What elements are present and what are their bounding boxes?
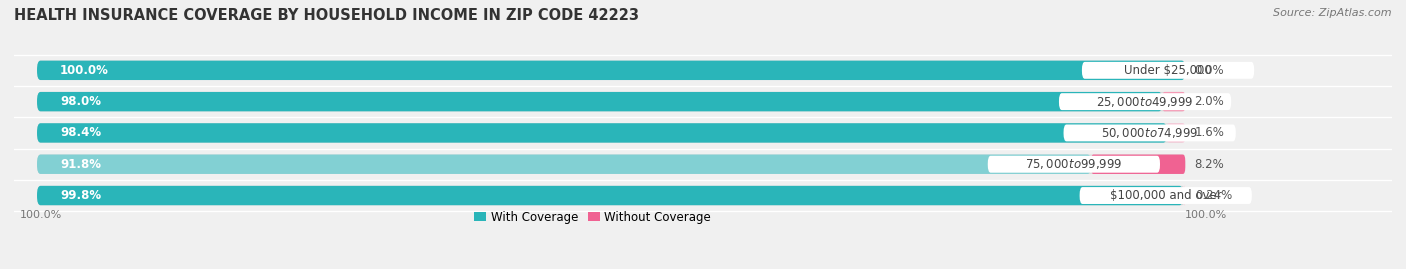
- FancyBboxPatch shape: [988, 156, 1160, 173]
- FancyBboxPatch shape: [1059, 93, 1232, 110]
- FancyBboxPatch shape: [1182, 186, 1185, 205]
- FancyBboxPatch shape: [37, 123, 1185, 143]
- FancyBboxPatch shape: [1091, 154, 1185, 174]
- Text: 91.8%: 91.8%: [60, 158, 101, 171]
- FancyBboxPatch shape: [1063, 125, 1236, 141]
- FancyBboxPatch shape: [37, 92, 1185, 111]
- FancyBboxPatch shape: [37, 186, 1185, 205]
- Text: 8.2%: 8.2%: [1195, 158, 1225, 171]
- Text: 1.6%: 1.6%: [1195, 126, 1225, 139]
- FancyBboxPatch shape: [37, 154, 1091, 174]
- Text: 2.0%: 2.0%: [1195, 95, 1225, 108]
- Text: 0.0%: 0.0%: [1195, 64, 1225, 77]
- Text: 98.0%: 98.0%: [60, 95, 101, 108]
- Legend: With Coverage, Without Coverage: With Coverage, Without Coverage: [470, 206, 716, 228]
- FancyBboxPatch shape: [37, 61, 1185, 80]
- Text: Source: ZipAtlas.com: Source: ZipAtlas.com: [1274, 8, 1392, 18]
- Text: 100.0%: 100.0%: [60, 64, 108, 77]
- FancyBboxPatch shape: [37, 186, 1182, 205]
- FancyBboxPatch shape: [37, 154, 1185, 174]
- FancyBboxPatch shape: [37, 61, 1185, 80]
- Text: 100.0%: 100.0%: [20, 210, 62, 220]
- Text: Under $25,000: Under $25,000: [1125, 64, 1212, 77]
- FancyBboxPatch shape: [1163, 92, 1185, 111]
- Text: 0.24%: 0.24%: [1195, 189, 1232, 202]
- Text: 98.4%: 98.4%: [60, 126, 101, 139]
- Text: 99.8%: 99.8%: [60, 189, 101, 202]
- Text: $50,000 to $74,999: $50,000 to $74,999: [1101, 126, 1198, 140]
- Text: 100.0%: 100.0%: [1185, 210, 1227, 220]
- Text: $25,000 to $49,999: $25,000 to $49,999: [1097, 95, 1194, 109]
- FancyBboxPatch shape: [1167, 123, 1185, 143]
- FancyBboxPatch shape: [37, 92, 1163, 111]
- Text: $75,000 to $99,999: $75,000 to $99,999: [1025, 157, 1122, 171]
- FancyBboxPatch shape: [1080, 187, 1251, 204]
- Text: HEALTH INSURANCE COVERAGE BY HOUSEHOLD INCOME IN ZIP CODE 42223: HEALTH INSURANCE COVERAGE BY HOUSEHOLD I…: [14, 8, 640, 23]
- FancyBboxPatch shape: [1083, 62, 1254, 79]
- Text: $100,000 and over: $100,000 and over: [1109, 189, 1222, 202]
- FancyBboxPatch shape: [37, 123, 1167, 143]
